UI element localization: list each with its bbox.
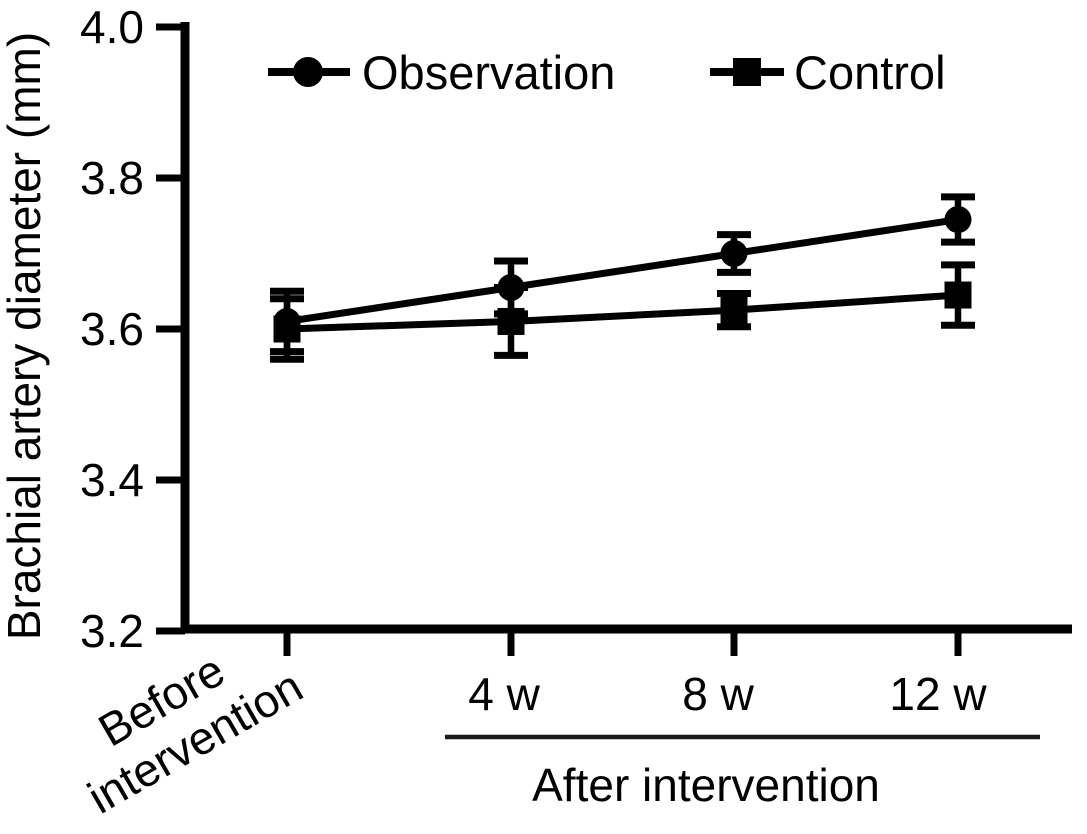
y-tick-label: 3.4 (80, 454, 144, 506)
y-tick-label: 3.8 (80, 152, 144, 204)
legend-control-label: Control (794, 46, 946, 99)
legend-control-square-marker (733, 58, 761, 86)
observation-circle-marker (720, 240, 748, 267)
control-series-line (286, 291, 959, 333)
y-tick-label: 4.0 (80, 1, 144, 53)
observation-series-line (286, 216, 959, 325)
control-square-marker (273, 315, 301, 343)
x-cat-label-8w: 8 w (682, 668, 754, 720)
series-layer (270, 193, 975, 363)
legend: Observation Control (268, 46, 946, 99)
x-group-label: After intervention (532, 759, 880, 811)
y-tick-label: 3.6 (80, 303, 144, 355)
control-square-marker (944, 281, 972, 309)
observation-circle-marker (944, 206, 972, 234)
x-cat-label-4w: 4 w (468, 668, 540, 720)
x-cat-label-12w: 12 w (889, 668, 987, 720)
legend-observation-circle-marker (293, 57, 323, 87)
y-tick-label: 3.2 (80, 605, 144, 657)
y-axis-title: Brachial artery diameter (mm) (0, 32, 50, 640)
legend-observation-label: Observation (362, 46, 615, 99)
control-square-marker (720, 296, 748, 324)
control-square-marker (497, 307, 525, 335)
